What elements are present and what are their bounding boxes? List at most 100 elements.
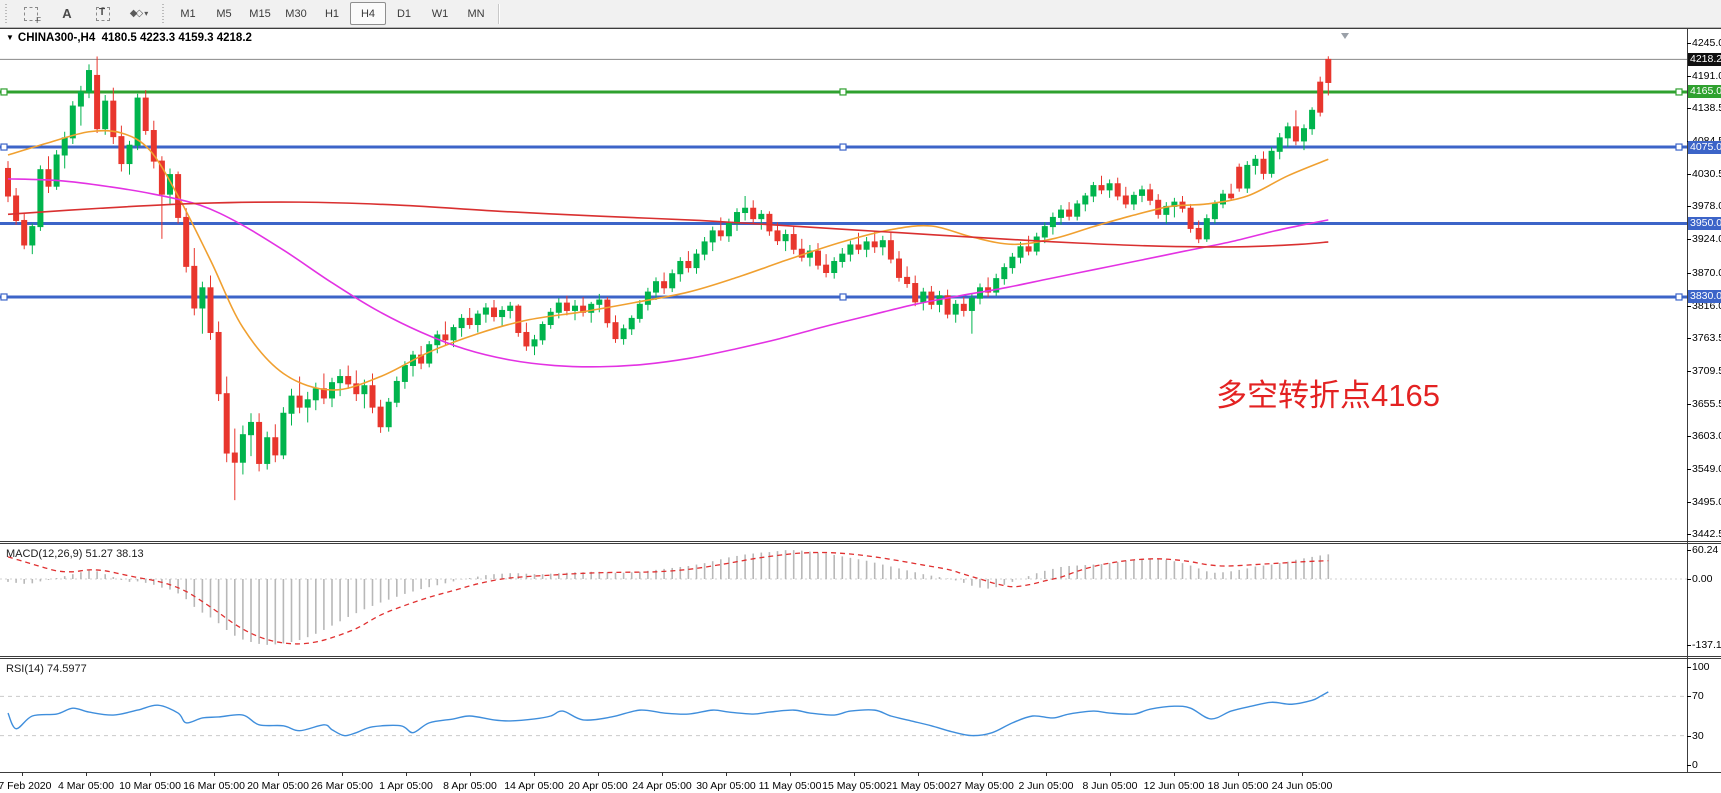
time-axis-label: 24 Apr 05:00 [632, 780, 692, 792]
hline-4075-handle[interactable] [1675, 143, 1683, 151]
time-axis-tick [534, 772, 535, 776]
axis-tick [1687, 502, 1691, 503]
timeframe-button-d1[interactable]: D1 [396, 7, 412, 20]
timeframe-button-m15[interactable]: M15 [249, 7, 271, 20]
chart-text-annotation[interactable]: 多空转折点4165 [1216, 378, 1440, 413]
ma-fast-orange [7, 129, 1329, 391]
timeframe-button-w1[interactable]: W1 [431, 7, 449, 20]
axis-tick [1687, 305, 1691, 307]
ma-mid-magenta [7, 178, 1329, 368]
axis-tick [1687, 735, 1691, 737]
timeframe-toolbar: M1 M5 M15 M30 H1 H4 D1 W1 MN [170, 2, 494, 25]
price-axis-label: 3549.0 [1692, 462, 1721, 475]
symbol-dropdown-icon[interactable]: ▼ [6, 33, 14, 42]
price-axis-line [1687, 28, 1688, 772]
timeframe-button-h1[interactable]: H1 [324, 7, 340, 20]
panel-separator-1a[interactable] [0, 541, 1721, 542]
macd-histogram [7, 550, 1330, 645]
time-axis-tick [1302, 772, 1303, 776]
price-axis-label: 3655.5 [1692, 397, 1721, 410]
text-box-icon: T [96, 6, 110, 21]
time-axis-label: 20 Mar 05:00 [247, 780, 309, 792]
time-axis-tick [598, 772, 599, 776]
main-chart-panel[interactable] [0, 29, 1687, 541]
toolbar-grip[interactable] [3, 3, 10, 24]
rsi-panel[interactable] [0, 659, 1687, 772]
axis-tick [1687, 403, 1691, 405]
price-axis-label: 3978.0 [1692, 200, 1721, 213]
timeframe-button-m1[interactable]: M1 [180, 7, 196, 20]
objects-icon: ◆◇ [129, 8, 143, 19]
hline-4165-handle[interactable] [1675, 88, 1683, 96]
time-axis-label: 8 Jun 05:00 [1082, 780, 1138, 792]
chart-top-border [0, 28, 1721, 29]
macd-values: 51.27 38.13 [85, 548, 144, 560]
rsi-value: 74.5977 [46, 663, 87, 675]
time-axis-tick [22, 772, 23, 776]
time-axis-label: 4 Mar 05:00 [57, 780, 115, 792]
axis-tick [1687, 43, 1691, 44]
time-axis-label: 12 Jun 05:00 [1143, 780, 1205, 792]
hline-3830-handle[interactable] [0, 293, 8, 301]
time-axis-label: 21 May 05:00 [886, 780, 950, 792]
rsi-axis-label: 70 [1692, 690, 1704, 703]
time-axis-label: 15 May 05:00 [822, 780, 886, 792]
price-axis-label: 4245.0 [1692, 37, 1721, 49]
candles [5, 56, 1332, 501]
panel-separator-2b [0, 658, 1721, 659]
price-axis-label: 3870.0 [1692, 266, 1721, 279]
time-axis-tick [470, 772, 471, 776]
price-axis-label: 3924.0 [1692, 233, 1721, 246]
hline-4165-handle[interactable] [0, 88, 8, 96]
price-axis-label: 4191.0 [1692, 70, 1721, 83]
axis-tick [1687, 108, 1691, 110]
dropdown-caret-icon: ▾ [144, 9, 149, 18]
price-level-badge-3830.0: 3830.0 [1688, 290, 1721, 304]
text-box-button[interactable]: T [85, 2, 121, 25]
hline-3830-handle[interactable] [1675, 293, 1683, 301]
time-axis-label: 1 Apr 05:00 [379, 780, 433, 792]
time-axis-label: 16 Mar 05:00 [183, 780, 245, 792]
time-axis-tick [854, 772, 855, 776]
price-level-badge-3950.0: 3950.0 [1688, 217, 1721, 231]
axis-tick [1687, 206, 1691, 208]
time-axis-tick [214, 772, 215, 776]
timeframe-button-h4[interactable]: H4 [350, 2, 386, 25]
dashed-box-f-icon: F [24, 6, 41, 25]
panel-separator-2a[interactable] [0, 656, 1721, 657]
time-axis-label: 14 Apr 05:00 [504, 780, 564, 792]
chart-window[interactable]: ▼ CHINA300-,H4 4180.5 4223.3 4159.3 4218.… [0, 28, 1721, 793]
timeframe-button-m5[interactable]: M5 [216, 7, 232, 20]
text-a-button[interactable]: A [49, 2, 85, 25]
axis-tick [1687, 534, 1691, 536]
rsi-label: RSI(14) 74.5977 [6, 663, 87, 675]
hline-4075-handle[interactable] [0, 143, 8, 151]
time-axis-label: 26 Mar 05:00 [311, 780, 373, 792]
price-axis-label: 3442.5 [1692, 528, 1721, 541]
time-axis-tick [1174, 772, 1175, 776]
axis-tick [1687, 370, 1691, 372]
objects-button[interactable]: ◆◇ ▾ [121, 2, 157, 25]
axis-tick [1687, 272, 1691, 274]
dashed-box-f-button[interactable]: F [13, 2, 49, 25]
macd-axis-label: -137.18 [1692, 638, 1721, 651]
time-axis-tick [150, 772, 151, 776]
axis-tick [1687, 239, 1691, 241]
panel-separator-1b [0, 543, 1721, 544]
axis-tick [1687, 579, 1691, 580]
macd-axis-label: 60.24 [1692, 544, 1719, 557]
time-axis-label: 30 Apr 05:00 [696, 780, 756, 792]
axis-tick [1687, 435, 1691, 437]
hline-4165-handle[interactable] [839, 88, 847, 96]
axis-tick [1687, 468, 1691, 470]
axis-tick [1687, 76, 1691, 78]
price-axis-label: 3763.5 [1692, 331, 1721, 344]
hline-3830-handle[interactable] [839, 293, 847, 301]
timeframe-button-m30[interactable]: M30 [285, 7, 307, 20]
hline-4075-handle[interactable] [839, 143, 847, 151]
macd-panel[interactable] [0, 544, 1687, 656]
toolbar-grip-2[interactable] [160, 3, 167, 24]
chart-shift-marker-icon[interactable] [1341, 33, 1349, 39]
timeframe-button-mn[interactable]: MN [467, 7, 485, 20]
